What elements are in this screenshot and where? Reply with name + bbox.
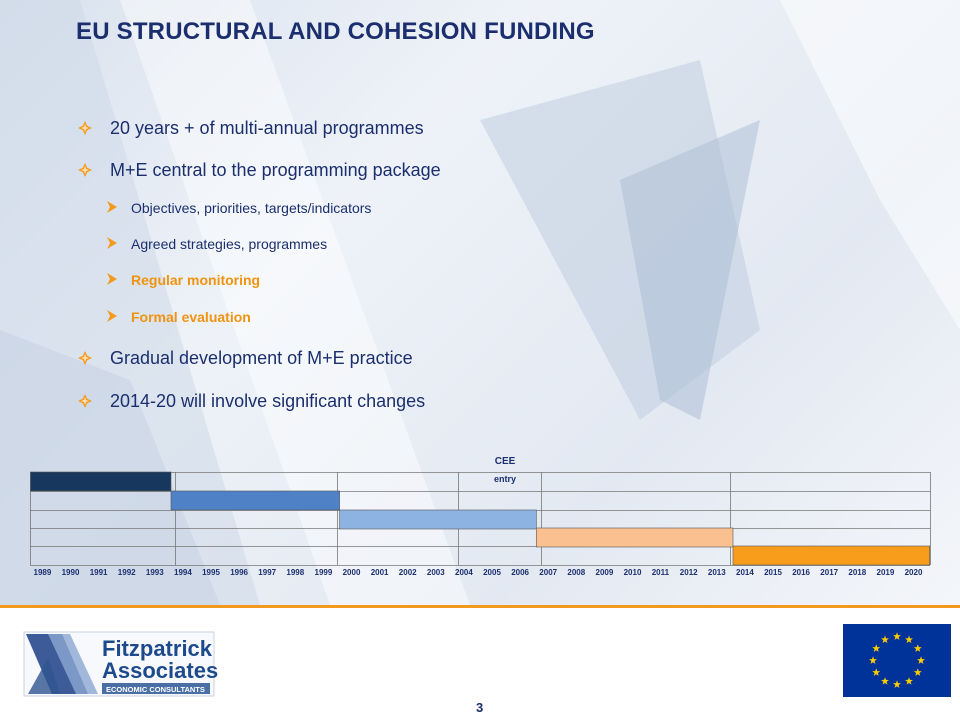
year-label: 2016 (792, 568, 810, 577)
year-label: 1991 (89, 568, 108, 577)
footer: Fitzpatrick Associates ECONOMIC CONSULTA… (0, 608, 960, 720)
page-number: 3 (476, 700, 484, 715)
background-shapes (0, 0, 760, 605)
bullet-text: 2014-20 will involve significant changes (110, 391, 426, 411)
programming-period-bar (339, 509, 537, 530)
year-label: 2009 (595, 568, 614, 577)
year-label: 1989 (33, 568, 52, 577)
arrow-bullet-icon (107, 201, 117, 213)
diamond-bullet-icon (78, 163, 92, 177)
funding-timeline: CEE entry (30, 456, 931, 566)
year-label: 2018 (848, 568, 867, 577)
diamond-bullet-icon (78, 121, 92, 135)
year-label: 2008 (567, 568, 586, 577)
star-icon (913, 644, 922, 652)
year-label: 2010 (623, 568, 642, 577)
diamond-bullet-icon (78, 394, 92, 408)
star-icon (913, 668, 922, 676)
star-icon (905, 635, 913, 644)
footer-rule (0, 605, 960, 608)
bullet-text: Gradual development of M+E practice (110, 348, 413, 368)
bullet-text: Regular monitoring (131, 272, 261, 288)
bullet-text: Formal evaluation (131, 309, 251, 325)
cee-entry-annotation: entry (494, 474, 516, 484)
year-label: 1996 (230, 568, 248, 577)
year-label: 1999 (314, 568, 333, 577)
year-label: 2000 (342, 568, 361, 577)
slide-title: EU STRUCTURAL AND COHESION FUNDING (76, 18, 595, 45)
star-icon (869, 656, 877, 664)
star-icon (893, 632, 901, 640)
background (0, 0, 960, 605)
year-label: 2014 (736, 568, 754, 577)
star-icon (893, 680, 901, 688)
year-label: 2017 (820, 568, 839, 577)
programming-period-bar (535, 527, 734, 548)
year-label: 2019 (876, 568, 895, 577)
year-label: 1998 (286, 568, 305, 577)
star-icon (905, 677, 913, 685)
programming-period-bar (30, 471, 172, 492)
year-label: 2002 (398, 568, 417, 577)
year-label: 2012 (679, 568, 698, 577)
logo-line1: Fitzpatrick (102, 636, 213, 661)
star-icon (872, 668, 881, 676)
bullet-text: Objectives, priorities, targets/indicato… (131, 200, 372, 216)
year-label: 2004 (455, 568, 473, 577)
programming-period-bar (732, 545, 930, 566)
year-label: 1994 (174, 568, 192, 577)
eu-flag-icon (843, 624, 951, 697)
year-label: 2001 (370, 568, 389, 577)
year-label: 1995 (202, 568, 220, 577)
year-label: 2006 (511, 568, 529, 577)
star-icon (881, 635, 889, 644)
logo-line2: Associates (102, 658, 218, 683)
star-icon (872, 644, 881, 652)
year-label: 2007 (539, 568, 558, 577)
year-label: 2015 (764, 568, 782, 577)
logo-tagline: ECONOMIC CONSULTANTS (106, 685, 205, 694)
star-icon (881, 677, 889, 685)
programming-period-bar (170, 490, 340, 511)
year-label: 2003 (426, 568, 445, 577)
year-label: 2013 (707, 568, 726, 577)
company-logo: Fitzpatrick Associates ECONOMIC CONSULTA… (23, 631, 218, 697)
footer-graphics: Fitzpatrick Associates ECONOMIC CONSULTA… (23, 624, 951, 697)
year-label: 2005 (483, 568, 501, 577)
year-label: 1993 (145, 568, 164, 577)
cee-entry-annotation: CEE (495, 456, 516, 467)
year-label: 1997 (258, 568, 277, 577)
diamond-bullet-icon (78, 351, 92, 365)
bullet-text: Agreed strategies, programmes (131, 236, 328, 252)
arrow-bullet-icon (107, 273, 117, 285)
star-icon (917, 656, 925, 664)
arrow-bullet-icon (107, 310, 117, 322)
bullet-text: 20 years + of multi-annual programmes (110, 118, 424, 138)
bullet-text: M+E central to the programming package (110, 160, 441, 180)
year-label: 1990 (61, 568, 80, 577)
arrow-bullet-icon (107, 237, 117, 249)
year-label: 1992 (117, 568, 136, 577)
year-label: 2011 (651, 568, 670, 577)
year-label: 2020 (904, 568, 923, 577)
